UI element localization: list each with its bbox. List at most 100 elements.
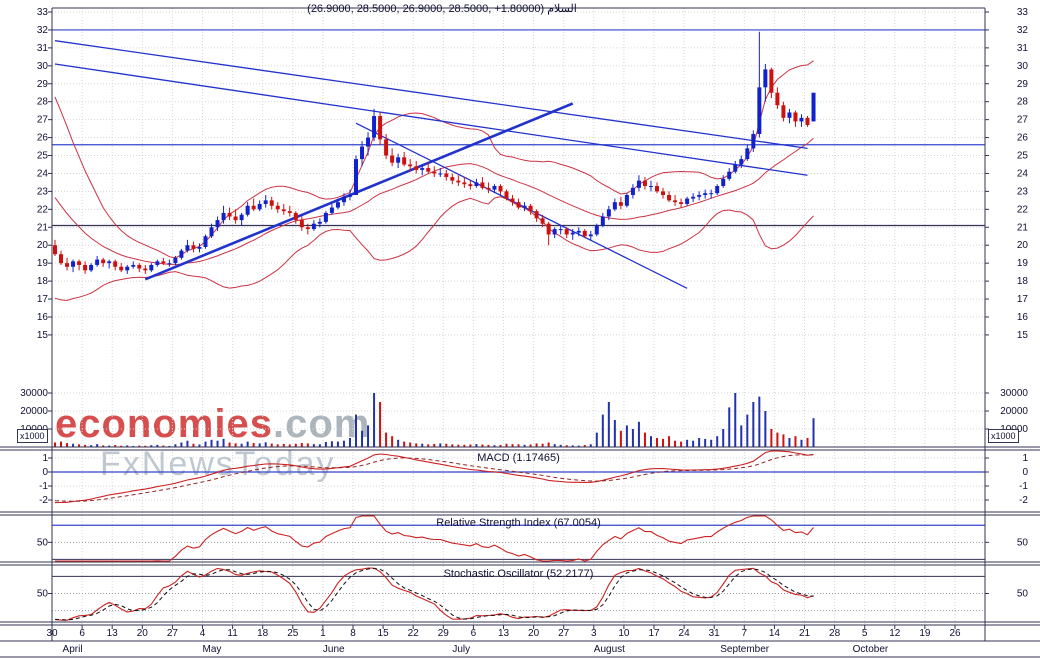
grid-layer [51,8,985,625]
svg-text:31: 31 [37,43,49,54]
svg-text:32: 32 [1017,25,1029,36]
svg-text:6: 6 [471,628,477,639]
candles-layer [53,31,816,274]
svg-text:24: 24 [1017,168,1029,179]
svg-text:30000: 30000 [20,388,48,399]
svg-text:50: 50 [37,537,49,548]
svg-text:20000: 20000 [1000,406,1028,417]
svg-text:22: 22 [408,628,420,639]
svg-text:30000: 30000 [1000,388,1028,399]
quote-title: (26.9000, 28.5000, 26.9000, 28.5000, +1.… [307,3,577,15]
svg-text:1: 1 [1022,453,1028,464]
svg-text:0: 0 [42,467,48,478]
svg-text:24: 24 [679,628,691,639]
svg-text:4: 4 [200,628,206,639]
svg-text:33: 33 [1017,7,1029,18]
svg-text:28: 28 [37,97,49,108]
svg-text:27: 27 [1017,115,1029,126]
svg-text:18: 18 [37,276,49,287]
svg-text:10: 10 [618,628,630,639]
svg-text:13: 13 [107,628,119,639]
svg-text:28: 28 [829,628,841,639]
svg-text:19: 19 [1017,258,1029,269]
svg-text:19: 19 [37,258,49,269]
watermark-tagline: FxNewsToday [100,445,336,483]
svg-text:-2: -2 [1019,495,1028,506]
svg-text:28: 28 [1017,97,1029,108]
svg-text:27: 27 [167,628,179,639]
svg-text:33: 33 [37,7,49,18]
svg-text:16: 16 [1017,312,1029,323]
svg-text:August: August [594,644,625,655]
svg-text:14: 14 [769,628,781,639]
svg-text:27: 27 [558,628,570,639]
svg-text:23: 23 [37,186,49,197]
trendlines-layer [54,40,808,289]
rsi-layer [52,515,985,562]
svg-text:1: 1 [320,628,326,639]
svg-text:25: 25 [37,151,49,162]
svg-text:17: 17 [648,628,660,639]
price-levels [52,29,985,227]
svg-text:30: 30 [1017,61,1029,72]
svg-text:April: April [63,644,83,655]
svg-text:17: 17 [37,294,49,305]
svg-text:1: 1 [42,453,48,464]
svg-text:50: 50 [1017,589,1029,600]
svg-text:May: May [203,644,222,655]
svg-text:23: 23 [1017,186,1029,197]
svg-text:July: July [452,644,470,655]
svg-text:September: September [720,644,770,655]
svg-text:7: 7 [742,628,748,639]
svg-text:29: 29 [438,628,450,639]
svg-text:25: 25 [1017,151,1029,162]
volume-scale-label-left: x1000 [17,429,48,443]
bollinger-bands [54,60,814,302]
svg-text:50: 50 [37,589,49,600]
svg-text:-1: -1 [39,481,48,492]
svg-text:-2: -2 [39,495,48,506]
svg-text:17: 17 [1017,294,1029,305]
svg-text:16: 16 [37,312,49,323]
svg-text:21: 21 [1017,222,1029,233]
svg-text:15: 15 [378,628,390,639]
svg-text:30: 30 [46,628,58,639]
svg-text:18: 18 [257,628,269,639]
svg-text:11: 11 [227,628,238,639]
svg-text:21: 21 [799,628,811,639]
svg-text:20: 20 [1017,240,1029,251]
svg-text:19: 19 [919,628,931,639]
svg-text:24: 24 [37,168,49,179]
svg-text:26: 26 [37,133,49,144]
stochastic-title: Stochastic Oscillator (52.2177) [443,568,594,580]
svg-text:30: 30 [37,61,49,72]
svg-text:October: October [853,644,889,655]
svg-text:27: 27 [37,115,49,126]
rsi-title: Relative Strength Index (67.0054) [436,517,601,529]
svg-text:29: 29 [1017,79,1029,90]
svg-text:31: 31 [1017,43,1029,54]
volume-layer [54,393,815,447]
svg-text:26: 26 [1017,133,1029,144]
svg-text:22: 22 [37,204,49,215]
svg-text:20: 20 [37,240,49,251]
panel-borders [0,7,1040,658]
svg-text:21: 21 [37,222,49,233]
svg-text:20: 20 [137,628,149,639]
volume-scale-label-right: x1000 [988,429,1019,443]
svg-text:25: 25 [287,628,299,639]
macd-title: MACD (1.17465) [477,452,560,464]
svg-text:20: 20 [528,628,540,639]
svg-text:31: 31 [709,628,721,639]
svg-text:3: 3 [591,628,597,639]
svg-text:June: June [323,644,345,655]
svg-text:26: 26 [949,628,961,639]
svg-text:0: 0 [1022,467,1028,478]
svg-text:22: 22 [1017,204,1029,215]
svg-text:15: 15 [37,330,49,341]
svg-text:12: 12 [889,628,901,639]
svg-text:29: 29 [37,79,49,90]
svg-text:5: 5 [862,628,868,639]
